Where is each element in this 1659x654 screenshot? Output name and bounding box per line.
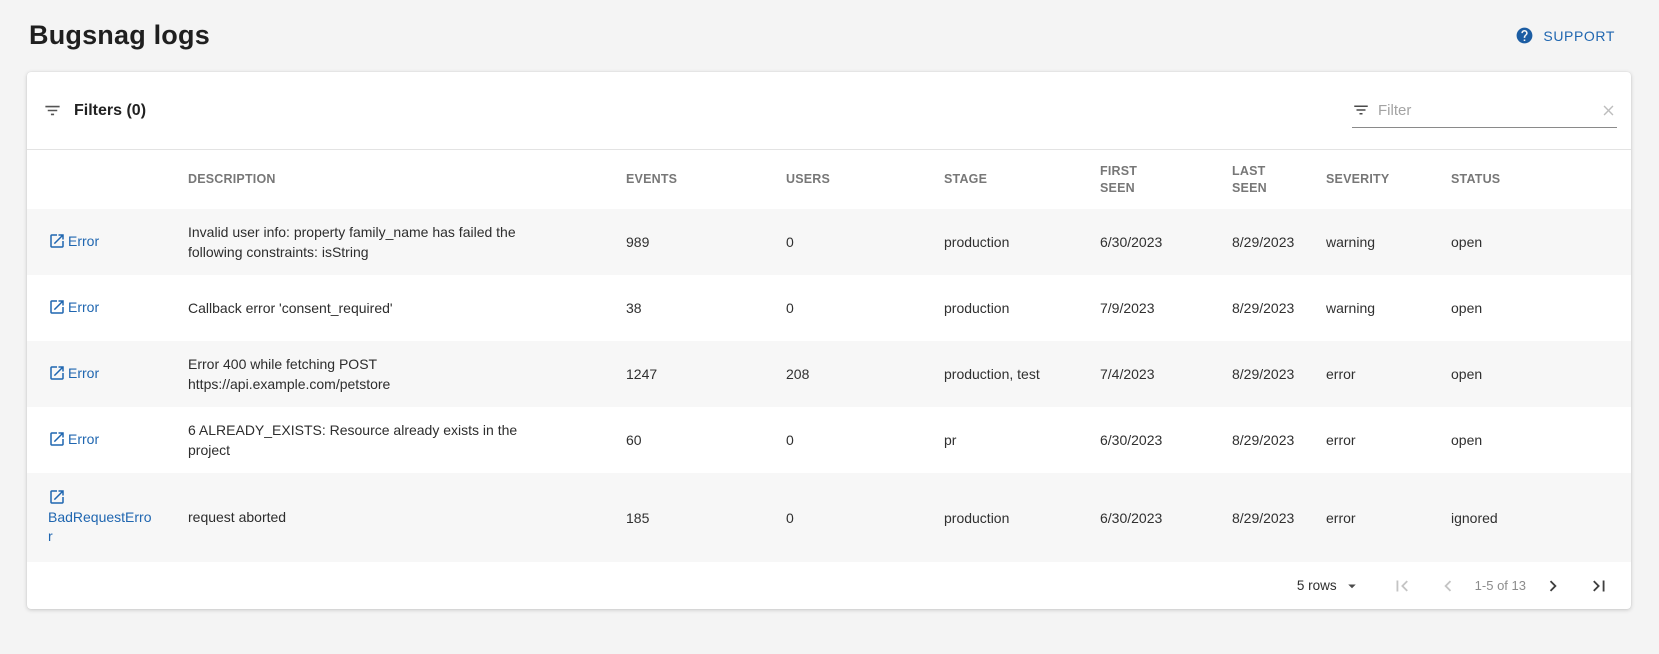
last-seen-cell: 8/29/2023 <box>1232 234 1295 250</box>
last-page-button[interactable] <box>1588 575 1610 597</box>
error-link[interactable]: Error <box>48 299 99 315</box>
next-page-button[interactable] <box>1542 575 1564 597</box>
stage-cell: pr <box>944 432 957 448</box>
column-header-last-seen: LAST SEEN <box>1232 164 1267 195</box>
description-cell: Error 400 while fetching POST https://ap… <box>188 355 391 392</box>
first-seen-cell: 7/9/2023 <box>1100 300 1155 316</box>
stage-cell: production <box>944 300 1010 316</box>
help-icon <box>1515 26 1534 45</box>
stage-cell: production <box>944 234 1010 250</box>
status-cell: open <box>1451 432 1483 448</box>
last-seen-cell: 8/29/2023 <box>1232 366 1295 382</box>
first-seen-cell: 6/30/2023 <box>1100 432 1163 448</box>
chevron-left-icon <box>1444 580 1451 591</box>
column-header-stage: STAGE <box>944 172 988 187</box>
error-link[interactable]: Error <box>48 365 99 381</box>
error-link[interactable]: Error <box>48 233 99 249</box>
filter-list-icon <box>43 101 62 120</box>
first-seen-cell: 7/4/2023 <box>1100 366 1155 382</box>
status-cell: open <box>1451 300 1483 316</box>
stage-cell: production, test <box>944 366 1040 382</box>
users-cell: 0 <box>786 432 794 448</box>
status-cell: open <box>1451 234 1483 250</box>
error-link[interactable]: Error <box>48 431 99 447</box>
column-header-events: EVENTS <box>626 172 678 187</box>
table-row: Error 6 ALREADY_EXISTS: Resource already… <box>27 407 1631 473</box>
status-cell: ignored <box>1451 509 1498 526</box>
filters-toolbar: Filters (0) <box>27 72 1631 149</box>
users-cell: 0 <box>786 509 794 526</box>
last-seen-cell: 8/29/2023 <box>1232 509 1295 526</box>
first-page-icon <box>1396 580 1408 591</box>
column-header-status: STATUS <box>1451 172 1501 187</box>
column-header-first-seen: FIRST SEEN <box>1100 164 1138 195</box>
rows-per-page-value: 5 rows <box>1296 578 1337 593</box>
open-in-new-icon <box>50 432 64 446</box>
open-in-new-icon <box>50 490 64 504</box>
events-cell: 185 <box>626 509 650 526</box>
first-seen-cell: 6/30/2023 <box>1100 234 1163 250</box>
description-cell: Invalid user info: property family_name … <box>188 223 516 260</box>
users-cell: 208 <box>786 366 810 382</box>
severity-cell: error <box>1326 432 1356 448</box>
first-page-button[interactable] <box>1391 575 1413 597</box>
filter-input[interactable] <box>1378 101 1592 119</box>
filter-field <box>1352 94 1617 128</box>
last-page-icon <box>1593 580 1605 591</box>
events-cell: 60 <box>626 432 642 448</box>
users-cell: 0 <box>786 234 794 250</box>
severity-cell: error <box>1326 366 1356 382</box>
last-seen-cell: 8/29/2023 <box>1232 300 1295 316</box>
pagination-range: 1-5 of 13 <box>1474 578 1526 593</box>
events-cell: 1247 <box>626 366 658 382</box>
description-cell: Callback error 'consent_required' <box>188 299 393 316</box>
status-cell: open <box>1451 366 1483 382</box>
open-in-new-icon <box>50 300 64 314</box>
open-in-new-icon <box>50 366 64 380</box>
table-row: BadRequestError request aborted 185 0 pr… <box>27 473 1631 562</box>
page-header: Bugsnag logs SUPPORT <box>0 0 1659 51</box>
page-title: Bugsnag logs <box>29 20 210 50</box>
table-row: Error Callback error 'consent_required' … <box>27 275 1631 341</box>
column-header-severity: SEVERITY <box>1326 172 1390 187</box>
previous-page-button[interactable] <box>1437 575 1459 597</box>
filters-label: Filters (0) <box>74 101 147 119</box>
rows-per-page-select[interactable]: 5 rows <box>1297 577 1361 595</box>
first-seen-cell: 6/30/2023 <box>1100 509 1163 526</box>
description-cell: request aborted <box>188 509 287 526</box>
events-cell: 989 <box>626 234 650 250</box>
filters-button[interactable]: Filters (0) <box>43 101 146 120</box>
description-cell: 6 ALREADY_EXISTS: Resource already exist… <box>188 421 518 458</box>
stage-cell: production <box>944 509 1010 526</box>
support-link[interactable]: SUPPORT <box>1515 26 1615 45</box>
table-row: Error Invalid user info: property family… <box>27 209 1631 275</box>
table-header-row: DESCRIPTION EVENTS USERS STAGE FIRST SEE… <box>27 149 1631 209</box>
open-in-new-icon <box>50 234 64 248</box>
error-link[interactable]: BadRequestError <box>48 489 152 544</box>
chevron-right-icon <box>1549 580 1557 591</box>
events-cell: 38 <box>626 300 642 316</box>
chevron-down-icon <box>1343 577 1361 595</box>
filter-input-icon <box>1352 101 1370 119</box>
clear-filter-icon[interactable] <box>1600 102 1617 119</box>
severity-cell: error <box>1326 509 1356 526</box>
logs-card: Filters (0) DESCRIPTION EVENTS USERS STA… <box>27 72 1631 609</box>
last-seen-cell: 8/29/2023 <box>1232 432 1295 448</box>
users-cell: 0 <box>786 300 794 316</box>
table-pagination: 5 rows 1-5 of 13 <box>27 562 1631 609</box>
severity-cell: warning <box>1326 234 1376 250</box>
support-label: SUPPORT <box>1543 27 1615 44</box>
column-header-users: USERS <box>786 172 831 187</box>
severity-cell: warning <box>1326 300 1376 316</box>
column-header-description: DESCRIPTION <box>188 172 276 187</box>
table-row: Error Error 400 while fetching POST http… <box>27 341 1631 407</box>
